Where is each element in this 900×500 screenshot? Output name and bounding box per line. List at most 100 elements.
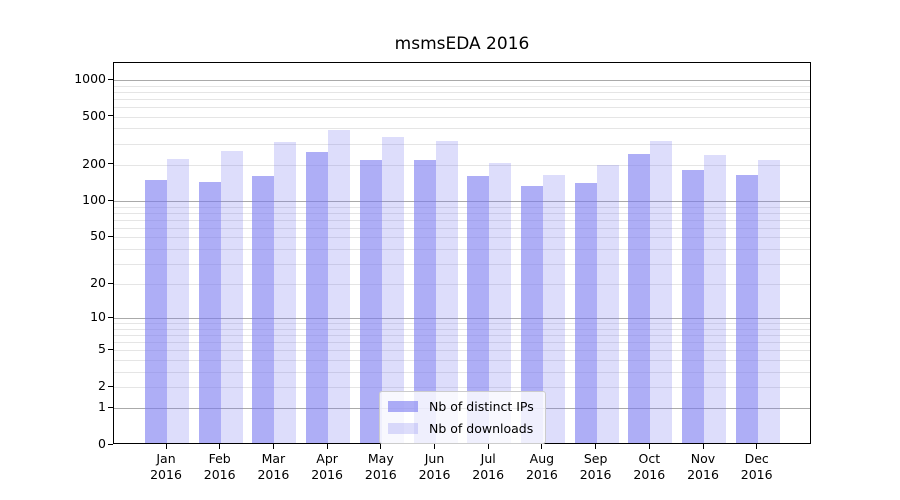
gridline-major <box>114 201 810 203</box>
bar-distinct-ips-oct <box>628 153 651 443</box>
gridline-minor <box>114 106 810 108</box>
bar-distinct-ips-may <box>359 159 382 443</box>
gridline-minor <box>114 85 810 87</box>
gridline-minor <box>114 263 810 265</box>
x-tick-mark <box>487 444 489 449</box>
x-tick-label: Jul 2016 <box>472 451 505 482</box>
gridline-minor <box>114 371 810 373</box>
legend-swatch-distinct-ips <box>388 401 418 412</box>
bar-distinct-ips-sep <box>574 182 597 443</box>
y-tick-mark <box>108 385 113 387</box>
gridline-minor <box>114 323 810 325</box>
y-tick-label: 500 <box>82 107 106 123</box>
bar-downloads-feb <box>220 151 243 443</box>
gridline-minor <box>114 237 810 239</box>
y-tick-mark <box>108 282 113 284</box>
x-tick-label: Nov 2016 <box>687 451 719 482</box>
gridline-minor <box>114 143 810 145</box>
gridline-minor <box>114 386 810 388</box>
x-tick-mark <box>648 444 650 449</box>
gridline-minor <box>114 359 810 361</box>
bar-downloads-jun <box>435 141 458 443</box>
legend-swatch-downloads <box>388 423 418 434</box>
x-tick-mark <box>595 444 597 449</box>
bar-distinct-ips-jul <box>467 175 490 443</box>
y-tick-label: 50 <box>90 228 106 244</box>
gridline-minor <box>114 164 810 166</box>
y-tick-mark <box>108 406 113 408</box>
bar-distinct-ips-apr <box>306 152 329 443</box>
bar-downloads-jul <box>489 162 512 443</box>
bar-downloads-aug <box>542 174 565 443</box>
bar-distinct-ips-dec <box>735 174 758 443</box>
x-tick-label: Jun 2016 <box>418 451 451 482</box>
gridline-minor <box>114 98 810 100</box>
y-tick-mark <box>108 199 113 201</box>
y-tick-label: 10 <box>90 309 106 325</box>
x-tick-label: Jan 2016 <box>150 451 182 482</box>
gridline-minor <box>114 328 810 330</box>
x-tick-label: Sep 2016 <box>579 451 612 482</box>
legend-label-downloads: Nb of downloads <box>429 421 534 436</box>
y-tick-label: 5 <box>98 341 106 357</box>
y-tick-label: 200 <box>82 155 106 171</box>
y-tick-mark <box>108 115 113 117</box>
bar-distinct-ips-jan <box>145 180 167 443</box>
y-tick-mark <box>108 316 113 318</box>
y-tick-label: 100 <box>82 192 106 208</box>
bar-distinct-ips-mar <box>252 175 275 443</box>
plot-area: Nb of distinct IPs Nb of downloads <box>113 62 811 444</box>
y-tick-label: 2 <box>98 378 106 393</box>
x-tick-mark <box>756 444 758 449</box>
y-tick-mark <box>108 443 113 445</box>
y-tick-label: 0 <box>98 436 106 451</box>
gridline-minor <box>114 219 810 221</box>
x-tick-label: Oct 2016 <box>633 451 666 482</box>
bar-downloads-mar <box>274 142 297 443</box>
x-tick-mark <box>165 444 167 449</box>
bar-downloads-may <box>381 136 404 443</box>
legend-row-downloads: Nb of downloads <box>388 421 534 436</box>
gridline-minor <box>114 248 810 250</box>
x-tick-mark <box>272 444 274 449</box>
gridline-minor <box>114 284 810 286</box>
gridline-minor <box>114 212 810 214</box>
bar-downloads-nov <box>704 155 726 443</box>
chart-title: msmsEDA 2016 <box>394 34 530 54</box>
x-tick-mark <box>380 444 382 449</box>
bar-downloads-dec <box>757 159 780 443</box>
bar-distinct-ips-nov <box>682 169 704 443</box>
y-tick-mark <box>108 78 113 80</box>
gridline-minor <box>114 342 810 344</box>
x-tick-label: Apr 2016 <box>311 451 343 482</box>
gridline-minor <box>114 91 810 93</box>
y-tick-mark <box>108 163 113 165</box>
x-tick-label: Dec 2016 <box>740 451 773 482</box>
bar-downloads-oct <box>650 140 673 443</box>
x-tick-mark <box>434 444 435 449</box>
bar-distinct-ips-feb <box>198 182 221 443</box>
gridline-major <box>114 80 810 82</box>
bar-downloads-sep <box>596 165 619 443</box>
bar-downloads-apr <box>328 129 351 443</box>
x-tick-label: Mar 2016 <box>257 451 290 482</box>
legend-row-distinct-ips: Nb of distinct IPs <box>388 399 534 414</box>
legend-label-distinct-ips: Nb of distinct IPs <box>429 399 534 414</box>
x-tick-mark <box>702 444 704 449</box>
x-tick-mark <box>219 444 221 449</box>
y-tick-label: 20 <box>90 275 106 291</box>
x-tick-label: Aug 2016 <box>525 451 558 482</box>
x-tick-label: May 2016 <box>364 451 397 482</box>
x-tick-mark <box>541 444 543 449</box>
gridline-minor <box>114 116 810 118</box>
gridline-minor <box>114 227 810 229</box>
x-tick-mark <box>326 444 328 449</box>
y-tick-mark <box>108 235 113 237</box>
legend: Nb of distinct IPs Nb of downloads <box>379 391 546 444</box>
gridline-minor <box>114 206 810 208</box>
y-tick-mark <box>108 348 113 350</box>
gridline-minor <box>114 128 810 130</box>
gridline-minor <box>114 350 810 352</box>
x-tick-label: Feb 2016 <box>203 451 236 482</box>
